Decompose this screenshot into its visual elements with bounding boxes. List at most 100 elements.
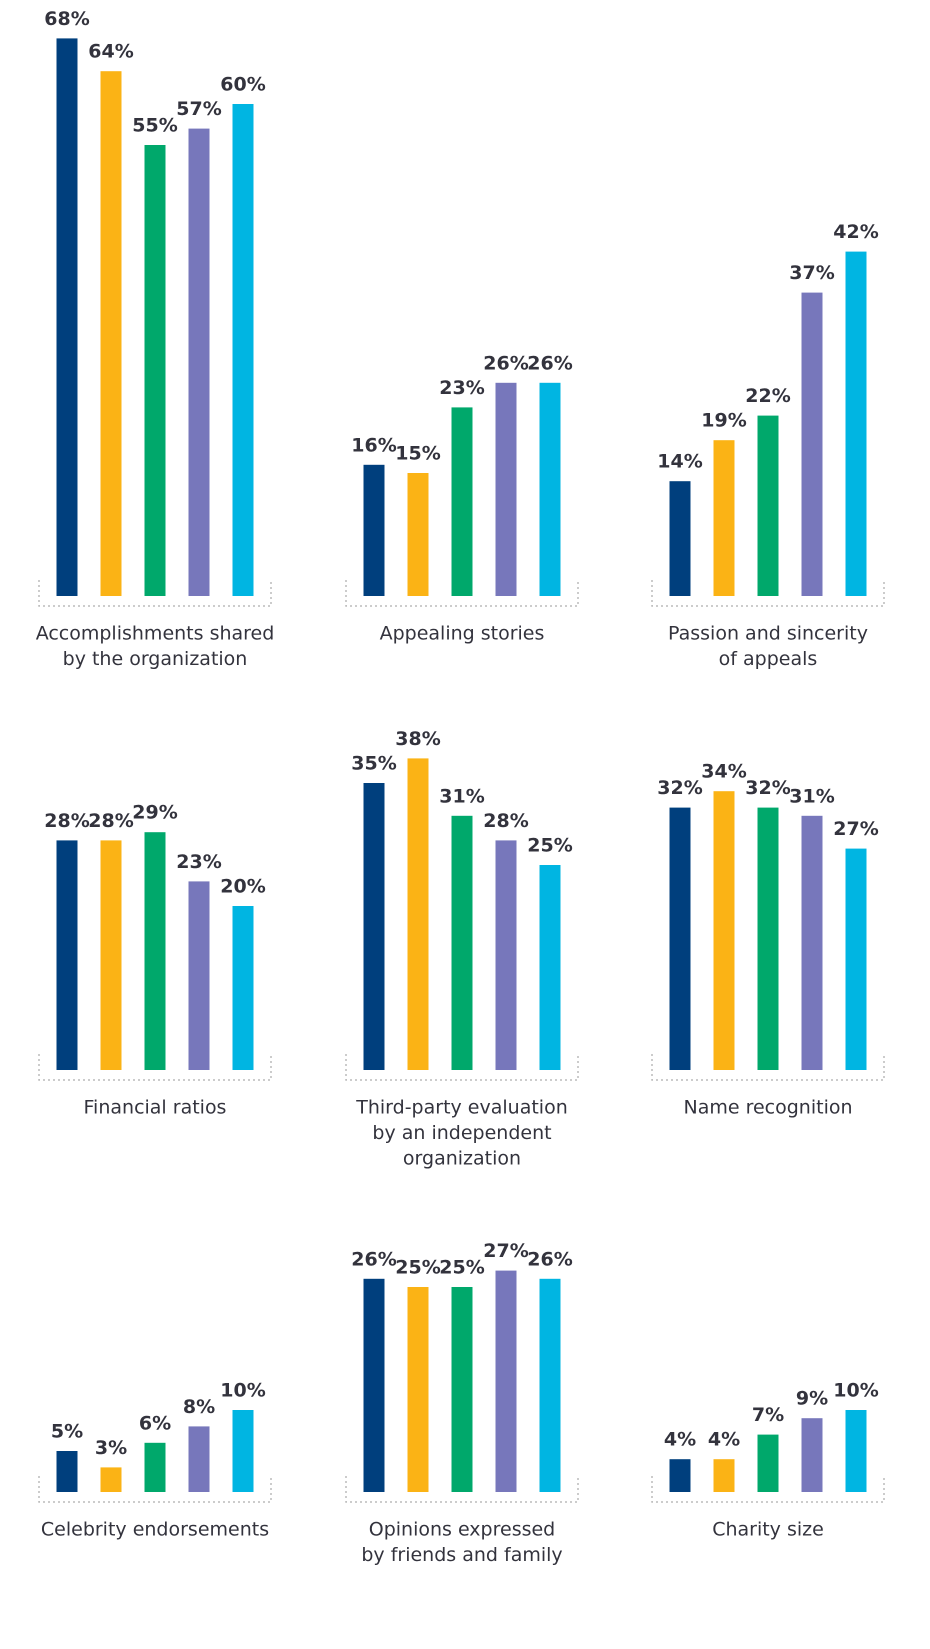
bar [144, 1442, 166, 1492]
value-label: 35% [351, 753, 396, 775]
value-label: 8% [183, 1396, 215, 1418]
value-label: 57% [176, 98, 221, 120]
panel-title: Opinions expressed [369, 1519, 556, 1541]
panel-title: Financial ratios [84, 1097, 227, 1119]
value-label: 25% [395, 1257, 440, 1279]
bar [495, 1270, 517, 1492]
value-label: 19% [701, 410, 746, 432]
bar [188, 1426, 210, 1492]
baseline-bracket [651, 1476, 885, 1503]
bar [100, 71, 122, 596]
value-label: 27% [483, 1240, 528, 1262]
value-label: 7% [752, 1404, 784, 1426]
value-label: 3% [95, 1437, 127, 1459]
panel-title: Third-party evaluation [355, 1097, 568, 1119]
value-label: 27% [833, 818, 878, 840]
value-label: 32% [745, 777, 790, 799]
value-label: 26% [351, 1248, 396, 1270]
bar [363, 783, 385, 1070]
bar [757, 415, 779, 596]
value-label: 20% [220, 876, 265, 898]
bar [801, 1418, 823, 1492]
bar [713, 1459, 735, 1492]
value-label: 9% [796, 1388, 828, 1410]
value-label: 25% [527, 835, 572, 857]
baseline-bracket [345, 1476, 579, 1503]
value-label: 14% [657, 451, 702, 473]
panel-title: Passion and sincerity [668, 623, 868, 645]
panel-title: Charity size [712, 1519, 824, 1541]
bar [407, 473, 429, 596]
bar [188, 128, 210, 596]
value-label: 28% [88, 810, 133, 832]
value-label: 26% [483, 352, 528, 374]
bar [232, 1410, 254, 1492]
bar [451, 815, 473, 1070]
bar [713, 791, 735, 1070]
value-label: 60% [220, 74, 265, 96]
value-label: 55% [132, 115, 177, 137]
value-label: 22% [745, 385, 790, 407]
bar [363, 1278, 385, 1492]
bar [539, 1278, 561, 1492]
bar [845, 1410, 867, 1492]
bar [100, 840, 122, 1070]
value-label: 31% [439, 785, 484, 807]
bar [363, 464, 385, 596]
value-label: 28% [44, 810, 89, 832]
value-label: 10% [833, 1380, 878, 1402]
value-label: 28% [483, 810, 528, 832]
bar [56, 840, 78, 1070]
panel-title: organization [403, 1148, 521, 1170]
value-label: 25% [439, 1257, 484, 1279]
value-label: 42% [833, 221, 878, 243]
baseline-bracket [38, 1054, 272, 1081]
baseline-bracket [651, 580, 885, 607]
bar [539, 865, 561, 1070]
value-label: 10% [220, 1380, 265, 1402]
bar [539, 382, 561, 596]
bar [232, 906, 254, 1070]
value-label: 26% [527, 352, 572, 374]
panel-title: Name recognition [683, 1097, 852, 1119]
bar [801, 292, 823, 596]
panel-title: Celebrity endorsements [41, 1519, 269, 1541]
value-label: 4% [664, 1429, 696, 1451]
value-label: 26% [527, 1248, 572, 1270]
bar [495, 382, 517, 596]
value-label: 5% [51, 1421, 83, 1443]
value-label: 6% [139, 1412, 171, 1434]
baseline-bracket [38, 1476, 272, 1503]
bar [232, 104, 254, 596]
baseline-bracket [345, 1054, 579, 1081]
bar [144, 145, 166, 596]
baseline-bracket [651, 1054, 885, 1081]
value-label: 23% [176, 851, 221, 873]
bar [100, 1467, 122, 1492]
bar [495, 840, 517, 1070]
bar [451, 1287, 473, 1492]
value-label: 16% [351, 434, 396, 456]
panel-title: by friends and family [361, 1544, 562, 1566]
baseline-bracket [38, 580, 272, 607]
value-label: 37% [789, 262, 834, 284]
bar [845, 251, 867, 596]
bar [407, 1287, 429, 1492]
panel-title: Appealing stories [380, 623, 545, 645]
baseline-bracket [345, 580, 579, 607]
bar [669, 481, 691, 596]
value-label: 38% [395, 728, 440, 750]
value-label: 34% [701, 761, 746, 783]
bar [56, 1451, 78, 1492]
bar [713, 440, 735, 596]
value-label: 32% [657, 777, 702, 799]
bar [407, 758, 429, 1070]
bar [669, 807, 691, 1070]
panel-title: by an independent [372, 1122, 551, 1144]
bar [801, 815, 823, 1070]
bar [757, 1434, 779, 1492]
value-label: 15% [395, 443, 440, 465]
bar [56, 38, 78, 596]
value-label: 23% [439, 377, 484, 399]
